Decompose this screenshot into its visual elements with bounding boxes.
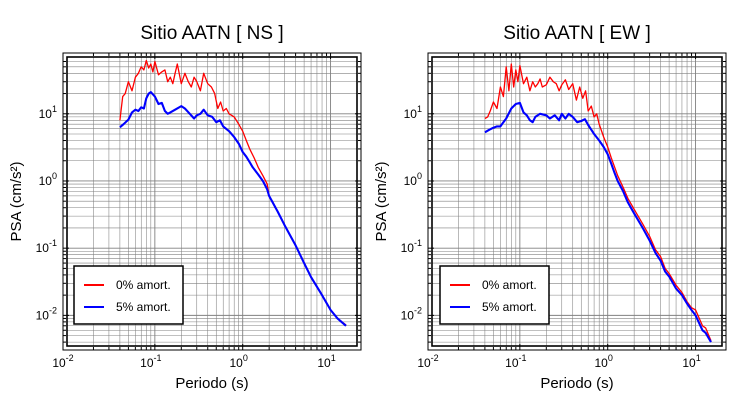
chart-title: Sitio AATN [ NS ] [140, 23, 283, 44]
legend-label: 5% amort. [116, 300, 171, 314]
y-tick-label: 10-2 [36, 305, 57, 322]
y-tick-label: 10-1 [401, 238, 422, 255]
y-tick-label: 100 [39, 171, 57, 188]
x-tick-label: 10-2 [52, 353, 73, 370]
series-line-blue [484, 101, 712, 343]
series-line-red [484, 63, 712, 341]
x-axis-label: Periodo (s) [175, 375, 248, 392]
chart-panel-ns: 10-2 10-1 100 101 10-2 10-1 100 101 Sitio AATN [… [8, 23, 362, 392]
x-tick-label: 101 [317, 353, 335, 370]
y-tick-label: 100 [404, 171, 422, 188]
y-axis-label: PSA (cm/s²) [8, 161, 25, 241]
legend-label: 0% amort. [482, 278, 537, 292]
series-line-blue [119, 91, 347, 327]
x-tick-label: 101 [682, 353, 700, 370]
x-tick-label: 10-1 [505, 353, 526, 370]
legend-label: 5% amort. [482, 300, 537, 314]
x-tick-label: 10-1 [140, 353, 161, 370]
legend-label: 0% amort. [116, 278, 171, 292]
x-tick-label: 100 [230, 353, 248, 370]
y-tick-label: 101 [404, 104, 422, 121]
chart-title: Sitio AATN [ EW ] [503, 23, 650, 44]
legend-box [439, 265, 550, 325]
y-tick-label: 10-2 [401, 305, 422, 322]
plot-frame [66, 56, 358, 347]
tick-marks [63, 53, 361, 350]
y-tick-label: 101 [39, 104, 57, 121]
plot-frame [431, 56, 723, 347]
y-axis-label: PSA (cm/s²) [373, 161, 390, 241]
x-tick-label: 100 [595, 353, 613, 370]
tick-marks [428, 53, 726, 350]
x-axis-label: Periodo (s) [540, 375, 613, 392]
x-tick-label: 10-2 [417, 353, 438, 370]
legend: 0% amort. 5% amort. [439, 265, 550, 325]
legend-box [73, 265, 184, 325]
chart-panel-ew: 10-2 10-1 100 101 10-2 10-1 100 101 Sitio AATN [… [373, 23, 727, 392]
y-tick-label: 10-1 [36, 238, 57, 255]
legend: 0% amort. 5% amort. [73, 265, 184, 325]
